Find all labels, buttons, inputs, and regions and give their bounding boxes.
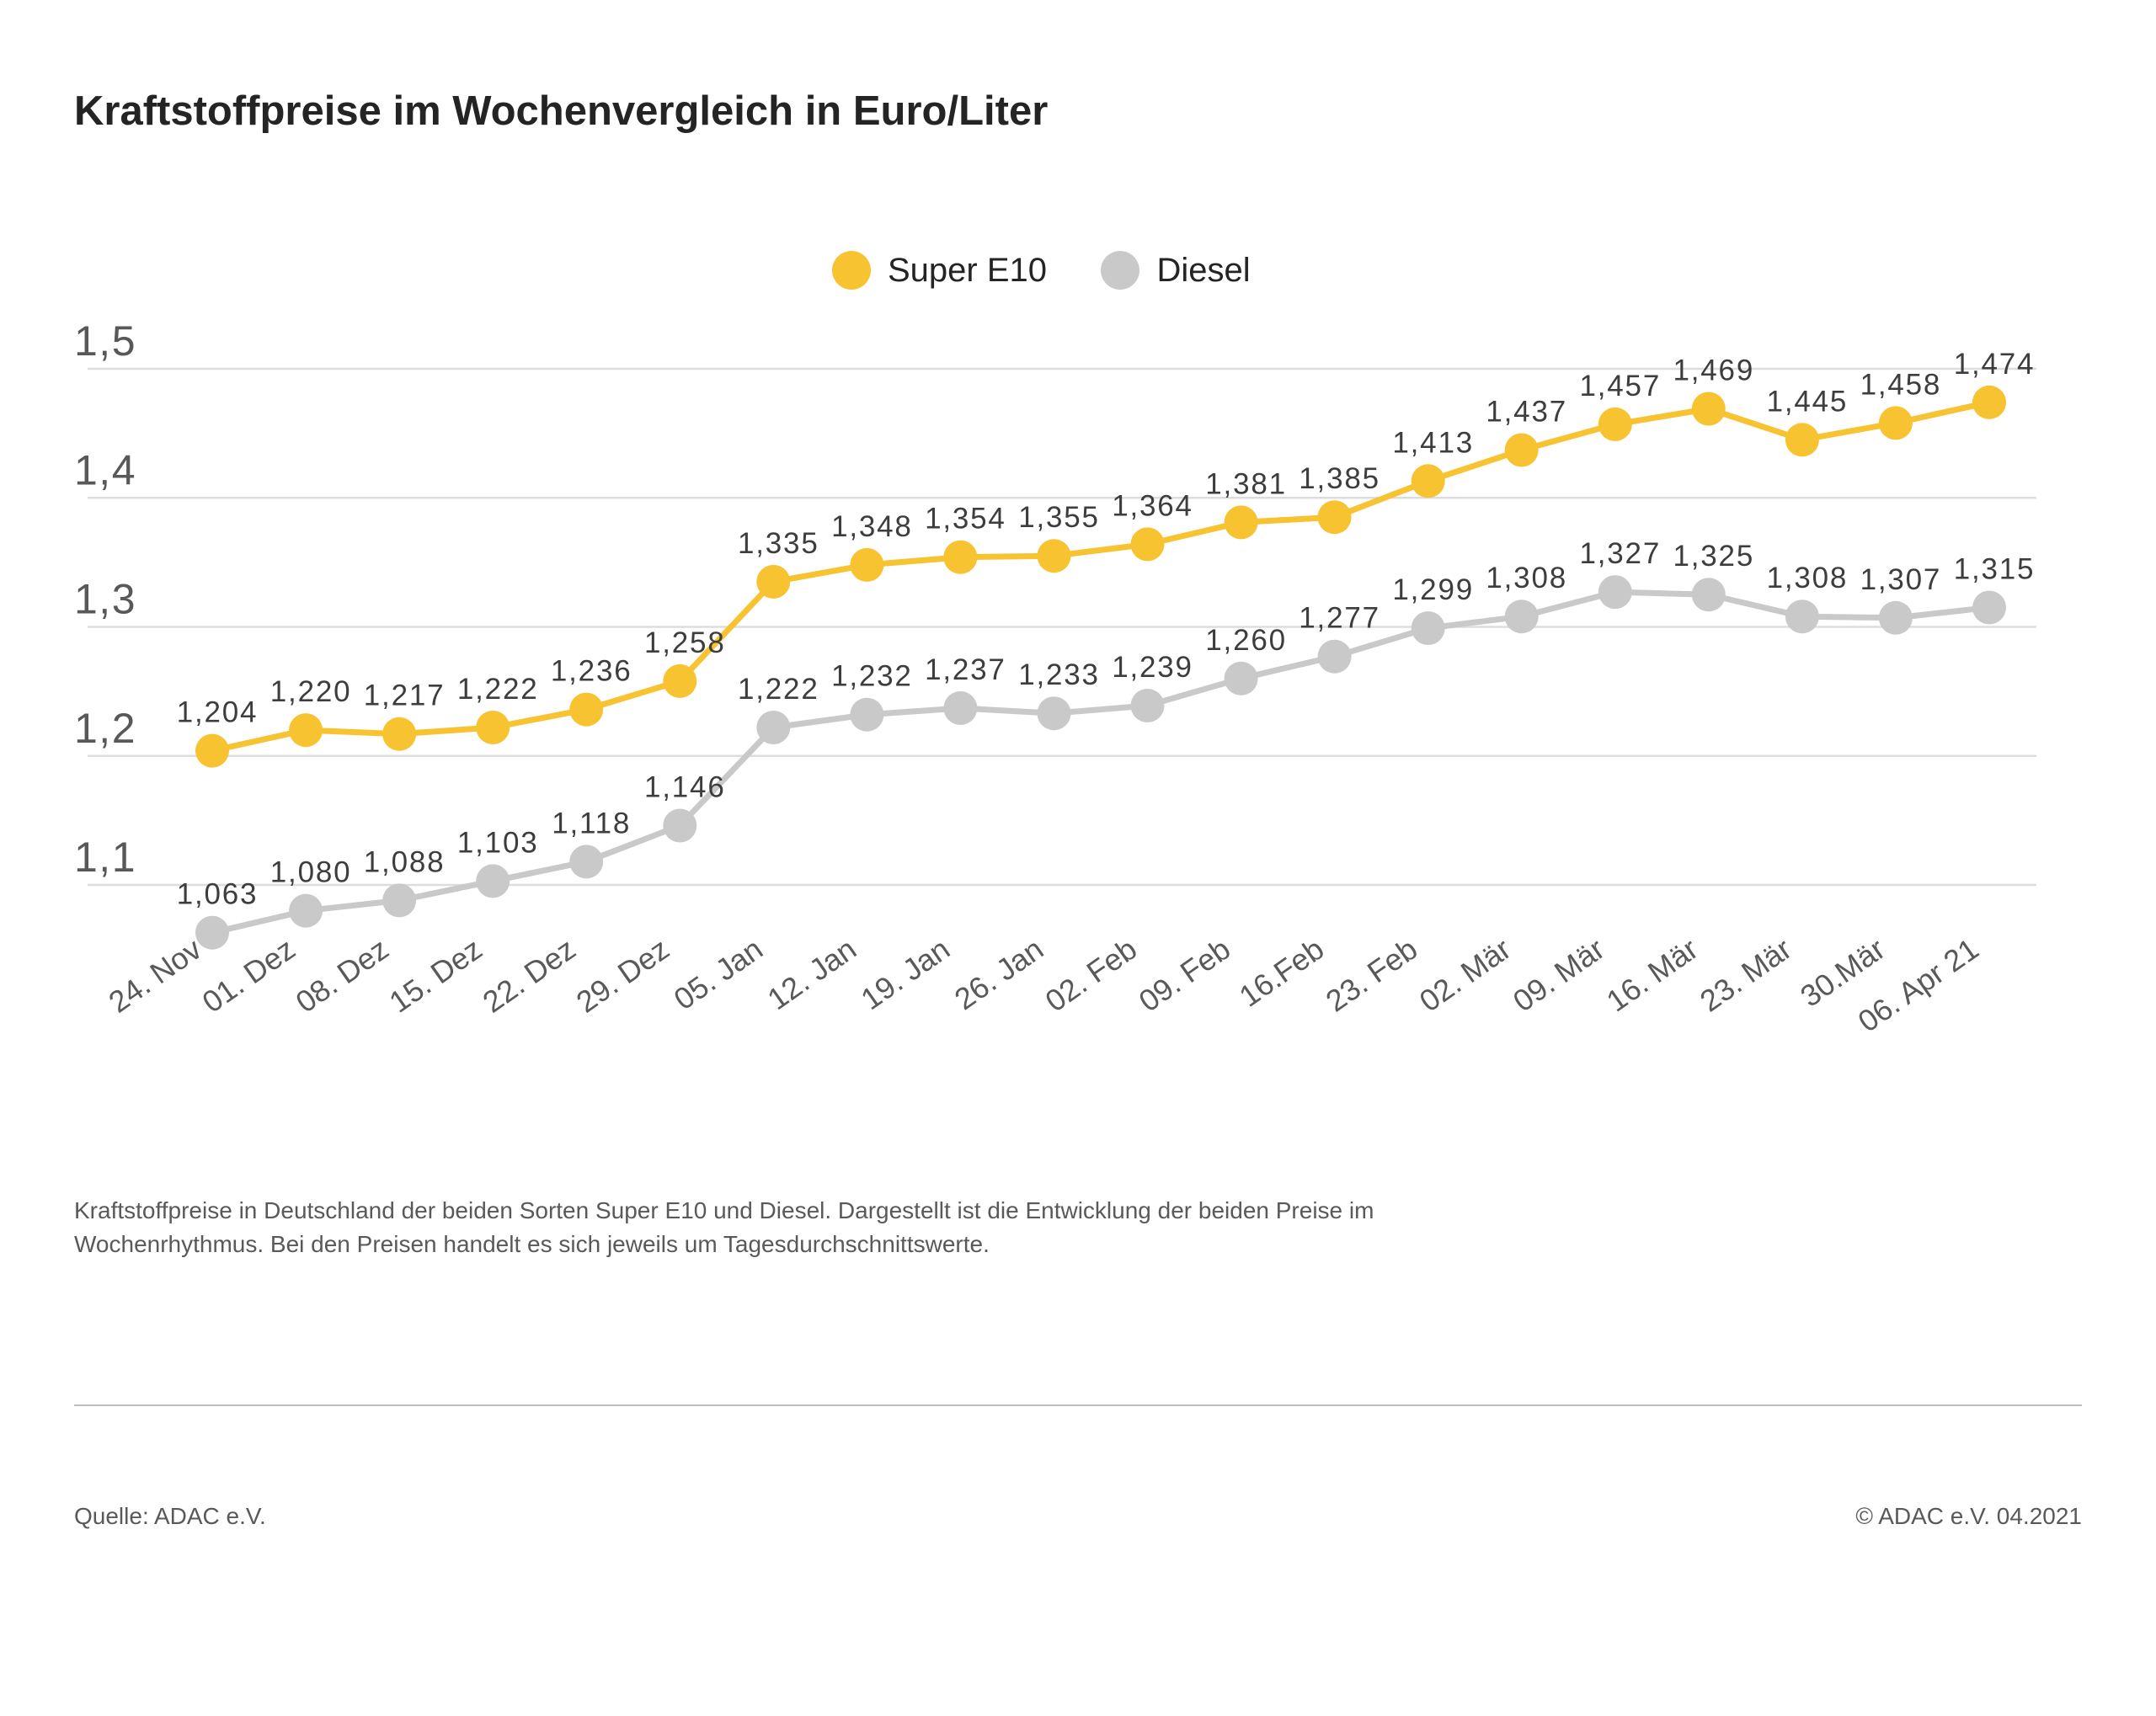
svg-text:1,239: 1,239 [1112,651,1193,684]
svg-text:1,146: 1,146 [644,771,726,804]
svg-text:22. Dez: 22. Dez [477,931,582,1020]
svg-text:02. Feb: 02. Feb [1039,931,1144,1019]
svg-text:1,118: 1,118 [552,807,631,839]
svg-text:16.Feb: 16.Feb [1233,931,1330,1014]
svg-text:1,233: 1,233 [1018,658,1100,691]
svg-text:1,260: 1,260 [1205,624,1287,657]
svg-text:16. Mär: 16. Mär [1600,931,1704,1019]
svg-text:15. Dez: 15. Dez [383,931,488,1020]
svg-text:1,335: 1,335 [738,527,819,560]
svg-text:1,236: 1,236 [551,655,632,688]
svg-text:1,364: 1,364 [1112,489,1193,522]
svg-text:1,474: 1,474 [1954,348,2036,381]
svg-text:1,222: 1,222 [457,673,539,706]
svg-text:05. Jan: 05. Jan [668,931,769,1016]
svg-text:1,277: 1,277 [1299,602,1380,635]
svg-text:1,3: 1,3 [74,576,136,623]
svg-text:1,308: 1,308 [1486,562,1567,594]
svg-text:1,1: 1,1 [74,834,136,881]
svg-text:1,088: 1,088 [364,845,446,878]
svg-text:1,4: 1,4 [74,446,136,493]
svg-text:1,220: 1,220 [270,675,352,708]
svg-text:09. Feb: 09. Feb [1133,931,1237,1019]
svg-text:24. Nov: 24. Nov [102,931,207,1020]
svg-text:1,355: 1,355 [1018,501,1100,534]
svg-text:09. Mär: 09. Mär [1507,931,1610,1019]
svg-text:1,325: 1,325 [1673,540,1755,573]
svg-text:1,237: 1,237 [925,653,1006,686]
svg-text:1,5: 1,5 [74,317,136,365]
svg-text:1,458: 1,458 [1860,368,1942,401]
svg-text:1,327: 1,327 [1580,537,1662,570]
svg-text:1,457: 1,457 [1580,370,1662,402]
svg-text:1,348: 1,348 [831,510,913,543]
svg-text:1,413: 1,413 [1392,426,1474,459]
svg-text:1,2: 1,2 [74,705,136,752]
svg-text:1,385: 1,385 [1299,462,1380,495]
svg-text:1,103: 1,103 [457,826,539,859]
svg-text:26. Jan: 26. Jan [948,931,1049,1016]
svg-text:1,307: 1,307 [1860,563,1942,596]
svg-text:1,204: 1,204 [177,696,259,729]
svg-text:1,063: 1,063 [177,878,259,911]
svg-text:1,232: 1,232 [831,660,913,693]
svg-text:1,437: 1,437 [1486,396,1567,429]
svg-text:08. Dez: 08. Dez [290,931,395,1020]
svg-text:23. Mär: 23. Mär [1694,931,1797,1019]
svg-text:23. Feb: 23. Feb [1320,931,1424,1019]
svg-text:1,315: 1,315 [1954,553,2036,586]
svg-text:1,381: 1,381 [1205,467,1287,500]
svg-text:1,217: 1,217 [364,679,446,712]
svg-text:1,299: 1,299 [1392,573,1474,606]
svg-text:1,469: 1,469 [1673,354,1755,387]
svg-text:1,308: 1,308 [1767,562,1849,594]
svg-text:12. Jan: 12. Jan [761,931,862,1016]
svg-text:1,222: 1,222 [738,673,819,706]
svg-text:1,258: 1,258 [644,626,726,659]
svg-text:19. Jan: 19. Jan [855,931,956,1016]
svg-text:1,080: 1,080 [270,856,352,889]
svg-text:1,445: 1,445 [1767,385,1849,418]
svg-text:02. Mär: 02. Mär [1413,931,1517,1019]
svg-text:29. Dez: 29. Dez [570,931,675,1020]
svg-text:1,354: 1,354 [925,503,1006,536]
